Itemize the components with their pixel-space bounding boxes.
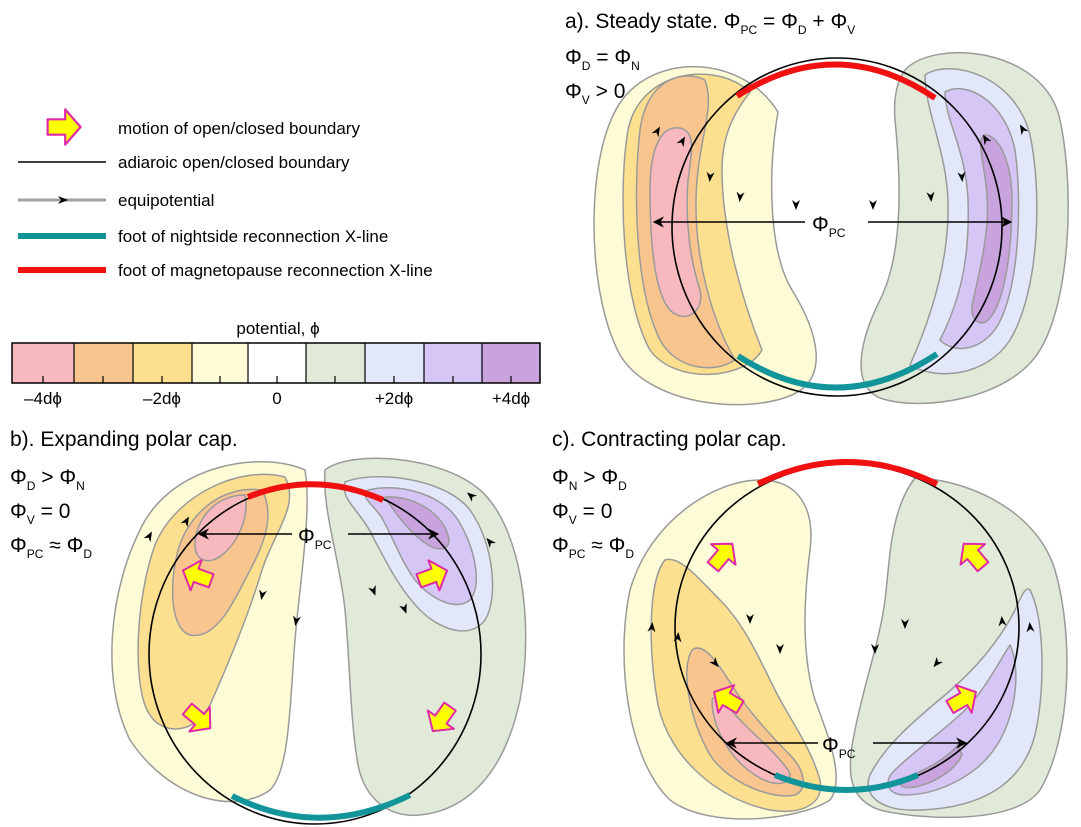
panel-c-equation-3: ΦPC ≈ ΦD [552,534,634,561]
legend-item-equipotential: equipotential [18,191,214,210]
panel-b-equation-3: ΦPC ≈ ΦD [10,534,92,561]
magnetopause-xline [735,61,937,101]
legend-label: motion of open/closed boundary [118,119,360,138]
contour-neg4 [194,494,247,562]
phi-pc-label: ΦPC [812,213,846,240]
phi-pc-label: ΦPC [298,525,332,552]
contour-pos3 [887,643,1017,796]
nightside-xline [230,792,412,821]
colorbar-title: potential, ϕ [236,319,319,338]
contour-neg3 [171,488,269,637]
colorbar-frame [11,342,541,384]
panel-b-equation-2: ΦV = 0 [10,500,70,527]
phi-pc-label: ΦPC [822,734,856,761]
colorbar-tick-label: 0 [272,389,281,408]
magnetopause-xline [246,481,385,503]
nightside-xline [773,772,920,793]
panel-c: ΦPC c). Contracting polar cap. ΦN > ΦD Φ… [552,428,1068,820]
colorbar-tick-label: +4dϕ [492,389,530,408]
legend-item-boundary: adiaroic open/closed boundary [18,153,350,172]
legend-item-nightside: foot of nightside reconnection X-line [18,227,388,246]
panel-c-title: c). Contracting polar cap. [552,428,787,451]
panel-a-equation-2: ΦD = ΦN [565,46,640,73]
colorbar-tick-label: +2dϕ [375,389,413,408]
panel-a-equation-3: ΦV > 0 [565,80,625,107]
flow-arrow-icon [792,200,800,210]
panel-a-title: a). Steady state. ΦPC = ΦD + ΦV [565,10,855,37]
panel-b: ΦPC b). Expanding polar cap. ΦD > ΦN ΦV … [10,428,527,825]
legend-item-motion: motion of open/closed boundary [46,108,360,146]
colorbar-tick-label: –4dϕ [24,389,62,408]
panel-c-equation-1: ΦN > ΦD [552,466,627,493]
legend: motion of open/closed boundary adiaroic … [18,108,433,280]
yellow-motion-arrow-icon [46,108,82,146]
panel-b-title: b). Expanding polar cap. [10,428,238,451]
colorbar-ticks [42,343,512,383]
legend-item-magnetopause: foot of magnetopause reconnection X-line [18,261,433,280]
panel-a: ΦPC a). Steady state. ΦPC = ΦD + ΦV ΦD =… [565,10,1069,406]
legend-label: equipotential [118,191,214,210]
colorbar: potential, ϕ –4dϕ –2dϕ 0 +2dϕ +4dϕ [11,319,541,408]
legend-label: foot of nightside reconnection X-line [118,227,388,246]
panel-c-equation-2: ΦV = 0 [552,500,612,527]
legend-label: foot of magnetopause reconnection X-line [118,261,433,280]
colorbar-tick-label: –2dϕ [143,389,181,408]
panel-b-equation-1: ΦD > ΦN [10,466,85,493]
legend-label: adiaroic open/closed boundary [118,153,350,172]
flow-arrow-icon [869,200,877,210]
contour-pos3 [364,487,477,606]
contour-pos4 [971,134,1013,324]
magnetopause-xline [756,459,939,487]
nightside-xline [736,351,939,391]
